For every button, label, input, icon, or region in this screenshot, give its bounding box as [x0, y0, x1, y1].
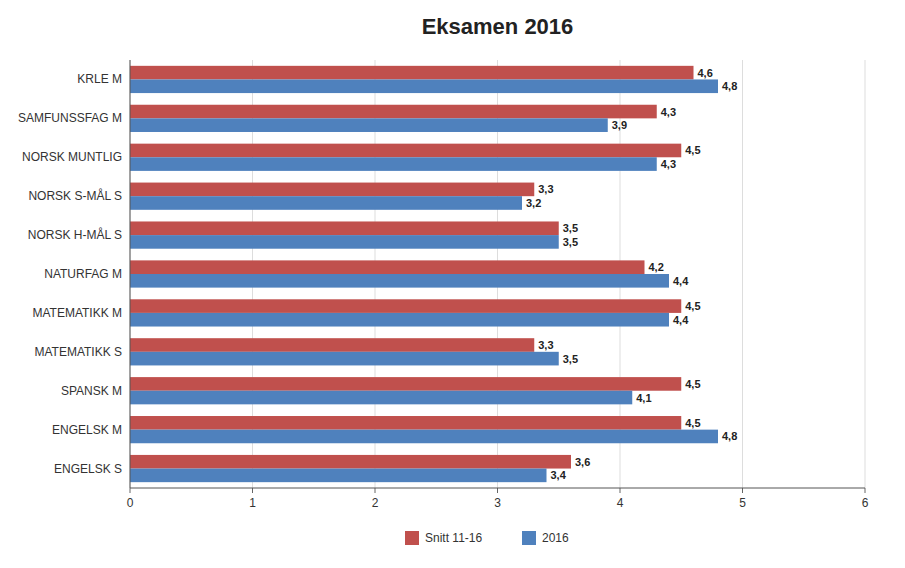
y-tick-label: MATEMATIKK S [34, 345, 122, 359]
legend: Snitt 11-16 2016 [405, 531, 569, 545]
bar [130, 221, 559, 235]
bar [130, 157, 657, 171]
data-labels: 4,6 4,8 4,3 3,9 4,5 4,3 3,3 3,2 3,5 3,5 4,2 4,4 4,5 4… [526, 67, 737, 482]
y-tick-label: ENGELSK S [54, 462, 122, 476]
data-label: 4,6 [698, 67, 713, 79]
y-tick-label: NATURFAG M [44, 267, 122, 281]
grid-line [742, 60, 743, 488]
y-tick-label: ENGELSK M [52, 423, 122, 437]
bar [130, 183, 534, 197]
y-tick-label: SPANSK M [61, 384, 122, 398]
bar [130, 391, 632, 405]
chart-container: Eksamen 2016 0 1 2 3 4 5 6 4,6 4,8 4,3 3,9 4,5 4,3 3,3… [0, 0, 905, 568]
data-label: 4,5 [685, 378, 700, 390]
bar [130, 416, 681, 430]
data-label: 3,5 [563, 236, 578, 248]
chart-svg: Eksamen 2016 0 1 2 3 4 5 6 4,6 4,8 4,3 3,9 4,5 4,3 3,3… [0, 0, 905, 568]
bar [130, 274, 669, 288]
y-tick-label: NORSK MUNTLIG [22, 150, 122, 164]
y-tick-label: NORSK S-MÅL S [28, 188, 122, 203]
data-label: 4,1 [636, 392, 651, 404]
x-tick-label: 3 [494, 496, 501, 510]
chart-title: Eksamen 2016 [422, 14, 574, 39]
legend-swatch [405, 531, 419, 545]
legend-label: 2016 [542, 531, 569, 545]
bars [130, 66, 718, 482]
data-label: 3,5 [563, 353, 578, 365]
x-tick-label: 1 [249, 496, 256, 510]
data-label: 4,8 [722, 80, 737, 92]
y-tick-label: KRLE M [77, 72, 122, 86]
y-tick-label: SAMFUNSSFAG M [18, 111, 122, 125]
x-tick [497, 488, 498, 493]
grid-line [865, 60, 866, 488]
x-tick [620, 488, 621, 493]
bar [130, 352, 559, 366]
data-label: 3,2 [526, 197, 541, 209]
data-label: 4,4 [673, 275, 689, 287]
x-tick-label: 2 [372, 496, 379, 510]
y-tick-label: MATEMATIKK M [32, 306, 122, 320]
bar [130, 377, 681, 391]
grid-line [130, 60, 131, 488]
bar [130, 430, 718, 444]
bar [130, 313, 669, 327]
data-label: 4,5 [685, 144, 700, 156]
bar [130, 144, 681, 158]
data-label: 3,9 [612, 119, 627, 131]
x-tick-label: 5 [739, 496, 746, 510]
data-label: 3,4 [551, 469, 567, 481]
legend-label: Snitt 11-16 [425, 531, 482, 545]
data-label: 4,4 [673, 314, 689, 326]
bar [130, 299, 681, 313]
data-label: 4,3 [661, 106, 676, 118]
bar [130, 260, 645, 274]
y-axis-line [130, 60, 131, 488]
bar [130, 455, 571, 469]
x-axis-line [130, 488, 865, 489]
data-label: 4,2 [649, 261, 664, 273]
bar [130, 235, 559, 249]
bar [130, 79, 718, 93]
bar [130, 469, 547, 483]
x-tick-label: 6 [862, 496, 869, 510]
y-tick-label: NORSK H-MÅL S [28, 227, 122, 242]
bar [130, 66, 694, 80]
legend-swatch [522, 531, 536, 545]
data-label: 3,3 [538, 183, 553, 195]
data-label: 3,3 [538, 339, 553, 351]
bar [130, 118, 608, 132]
bar [130, 105, 657, 119]
bar [130, 196, 522, 210]
data-label: 4,3 [661, 158, 676, 170]
x-tick [865, 488, 866, 493]
x-tick [375, 488, 376, 493]
x-tick-label: 4 [617, 496, 624, 510]
x-tick [742, 488, 743, 493]
x-tick [252, 488, 253, 493]
x-tick-label: 0 [127, 496, 134, 510]
bar [130, 338, 534, 352]
data-label: 4,5 [685, 300, 700, 312]
data-label: 4,5 [685, 417, 700, 429]
data-label: 4,8 [722, 430, 737, 442]
data-label: 3,6 [575, 456, 590, 468]
x-tick [130, 488, 131, 493]
data-label: 3,5 [563, 222, 578, 234]
grid [130, 60, 865, 493]
